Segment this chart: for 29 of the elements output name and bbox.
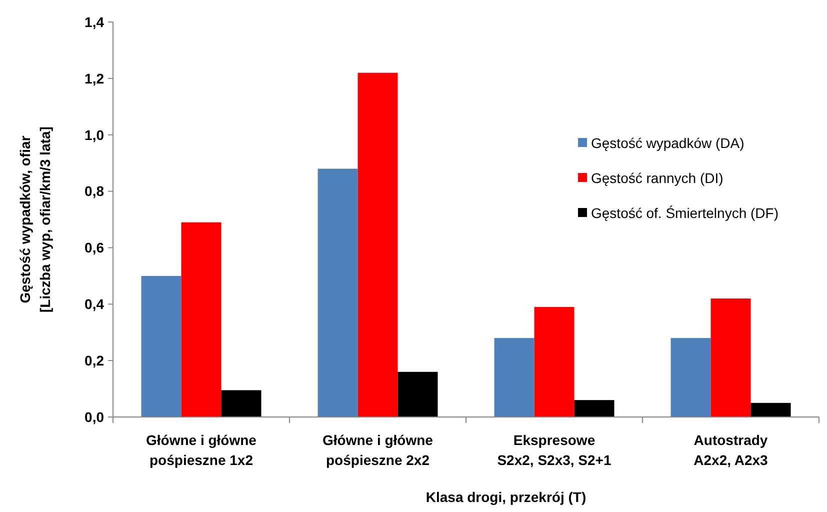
y-tick-label: 0,6: [84, 240, 104, 256]
y-axis-title: Gęstość wypadków, ofiar [Liczba wyp, ofiar/km/3 lata]: [17, 126, 53, 312]
x-tick-label: Główne i główne pośpieszne 2x2: [322, 432, 434, 468]
bar: [494, 338, 534, 417]
bar: [318, 168, 358, 417]
bar: [710, 298, 751, 417]
y-tick-label: 0,2: [84, 352, 104, 368]
y-tick-label: 0,8: [84, 183, 104, 200]
bar: [574, 400, 614, 417]
bar: [534, 306, 574, 417]
y-tick-label: 1,4: [84, 14, 104, 30]
bar: [141, 276, 182, 417]
y-tick-label: 1,2: [84, 70, 104, 86]
y-tick-label: 0,4: [84, 296, 104, 312]
legend-label: Gęstość rannych (DI): [591, 170, 724, 186]
y-tick-label: 1,0: [84, 126, 104, 143]
bar: [750, 402, 791, 417]
legend-label: Gęstość wypadków (DA): [591, 134, 744, 151]
y-tick-label: 0,0: [84, 408, 104, 425]
bar: [221, 390, 262, 417]
x-tick-label: Główne i główne pośpieszne 1x2: [146, 432, 257, 468]
bar: [181, 222, 222, 417]
x-tick-label: Autostrady A2x2, A2x3: [694, 432, 768, 468]
bar: [398, 372, 438, 417]
x-axis-title: Klasa drogi, przekrój (T): [426, 489, 586, 505]
legend-label: Gęstość of. Śmiertelnych (DF): [591, 204, 778, 221]
bar: [358, 72, 398, 417]
bar: [670, 338, 711, 417]
x-tick-label: Ekspresowe S2x2, S2x3, S2+1: [497, 432, 612, 468]
